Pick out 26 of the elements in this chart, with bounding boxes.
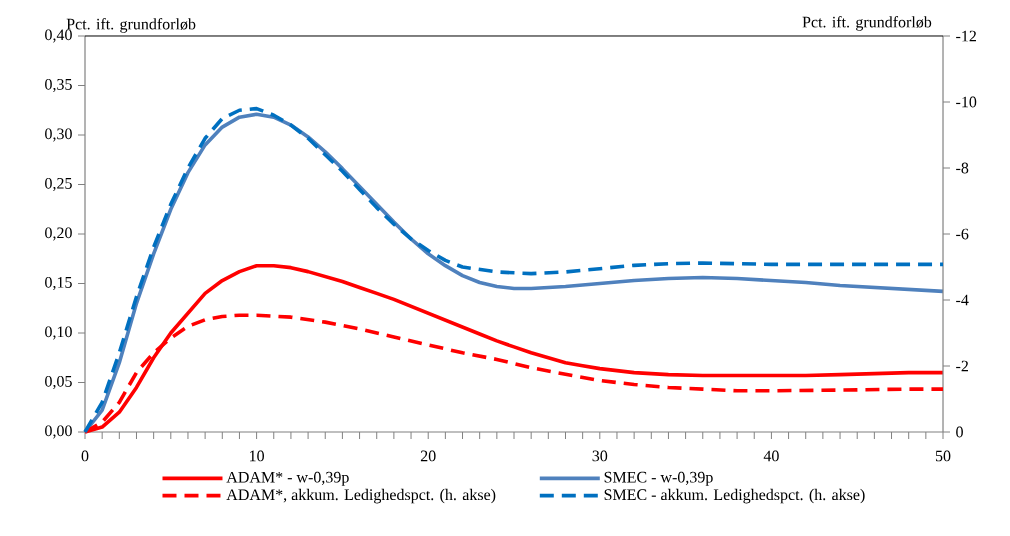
x-tick-label: 40 [763,450,779,462]
y-tick-label: 0,10 [45,326,72,340]
y-tick-label: 0,30 [45,128,72,142]
y2-tick-label: 0 [956,426,963,438]
legend-label: ADAM* - w-0,39p [226,471,349,486]
y2-tick-label: -4 [956,294,969,306]
y2-tick-label: -6 [956,228,969,240]
y2-tick-label: -10 [956,96,977,108]
y-tick-label: 0,25 [45,177,72,192]
x-tick-label: 20 [420,450,436,462]
legend-label: ADAM*, akkum. Ledighedspct. (h. akse) [226,488,496,504]
y-tick-label: 0,20 [45,227,72,241]
y-tick-label: 0,35 [45,78,72,93]
y2-tick-label: -2 [956,360,968,372]
y-tick-label: 0,05 [45,375,72,390]
x-tick-label: 50 [935,450,951,462]
y-tick-label: 0,00 [45,425,72,439]
x-tick-label: 30 [592,450,608,462]
y2-tick-label: -8 [956,162,969,174]
y2-axis-title: Pct. ift. grundforløb [802,16,932,31]
x-tick-label: 0 [81,450,89,462]
legend-label: SMEC - w-0,39p [604,471,713,486]
legend-label: SMEC - akkum. Ledighedspct. (h. akse) [604,488,865,504]
y-tick-label: 0,15 [45,276,72,291]
y2-tick-label: -12 [956,30,976,42]
x-tick-label: 10 [250,450,264,462]
